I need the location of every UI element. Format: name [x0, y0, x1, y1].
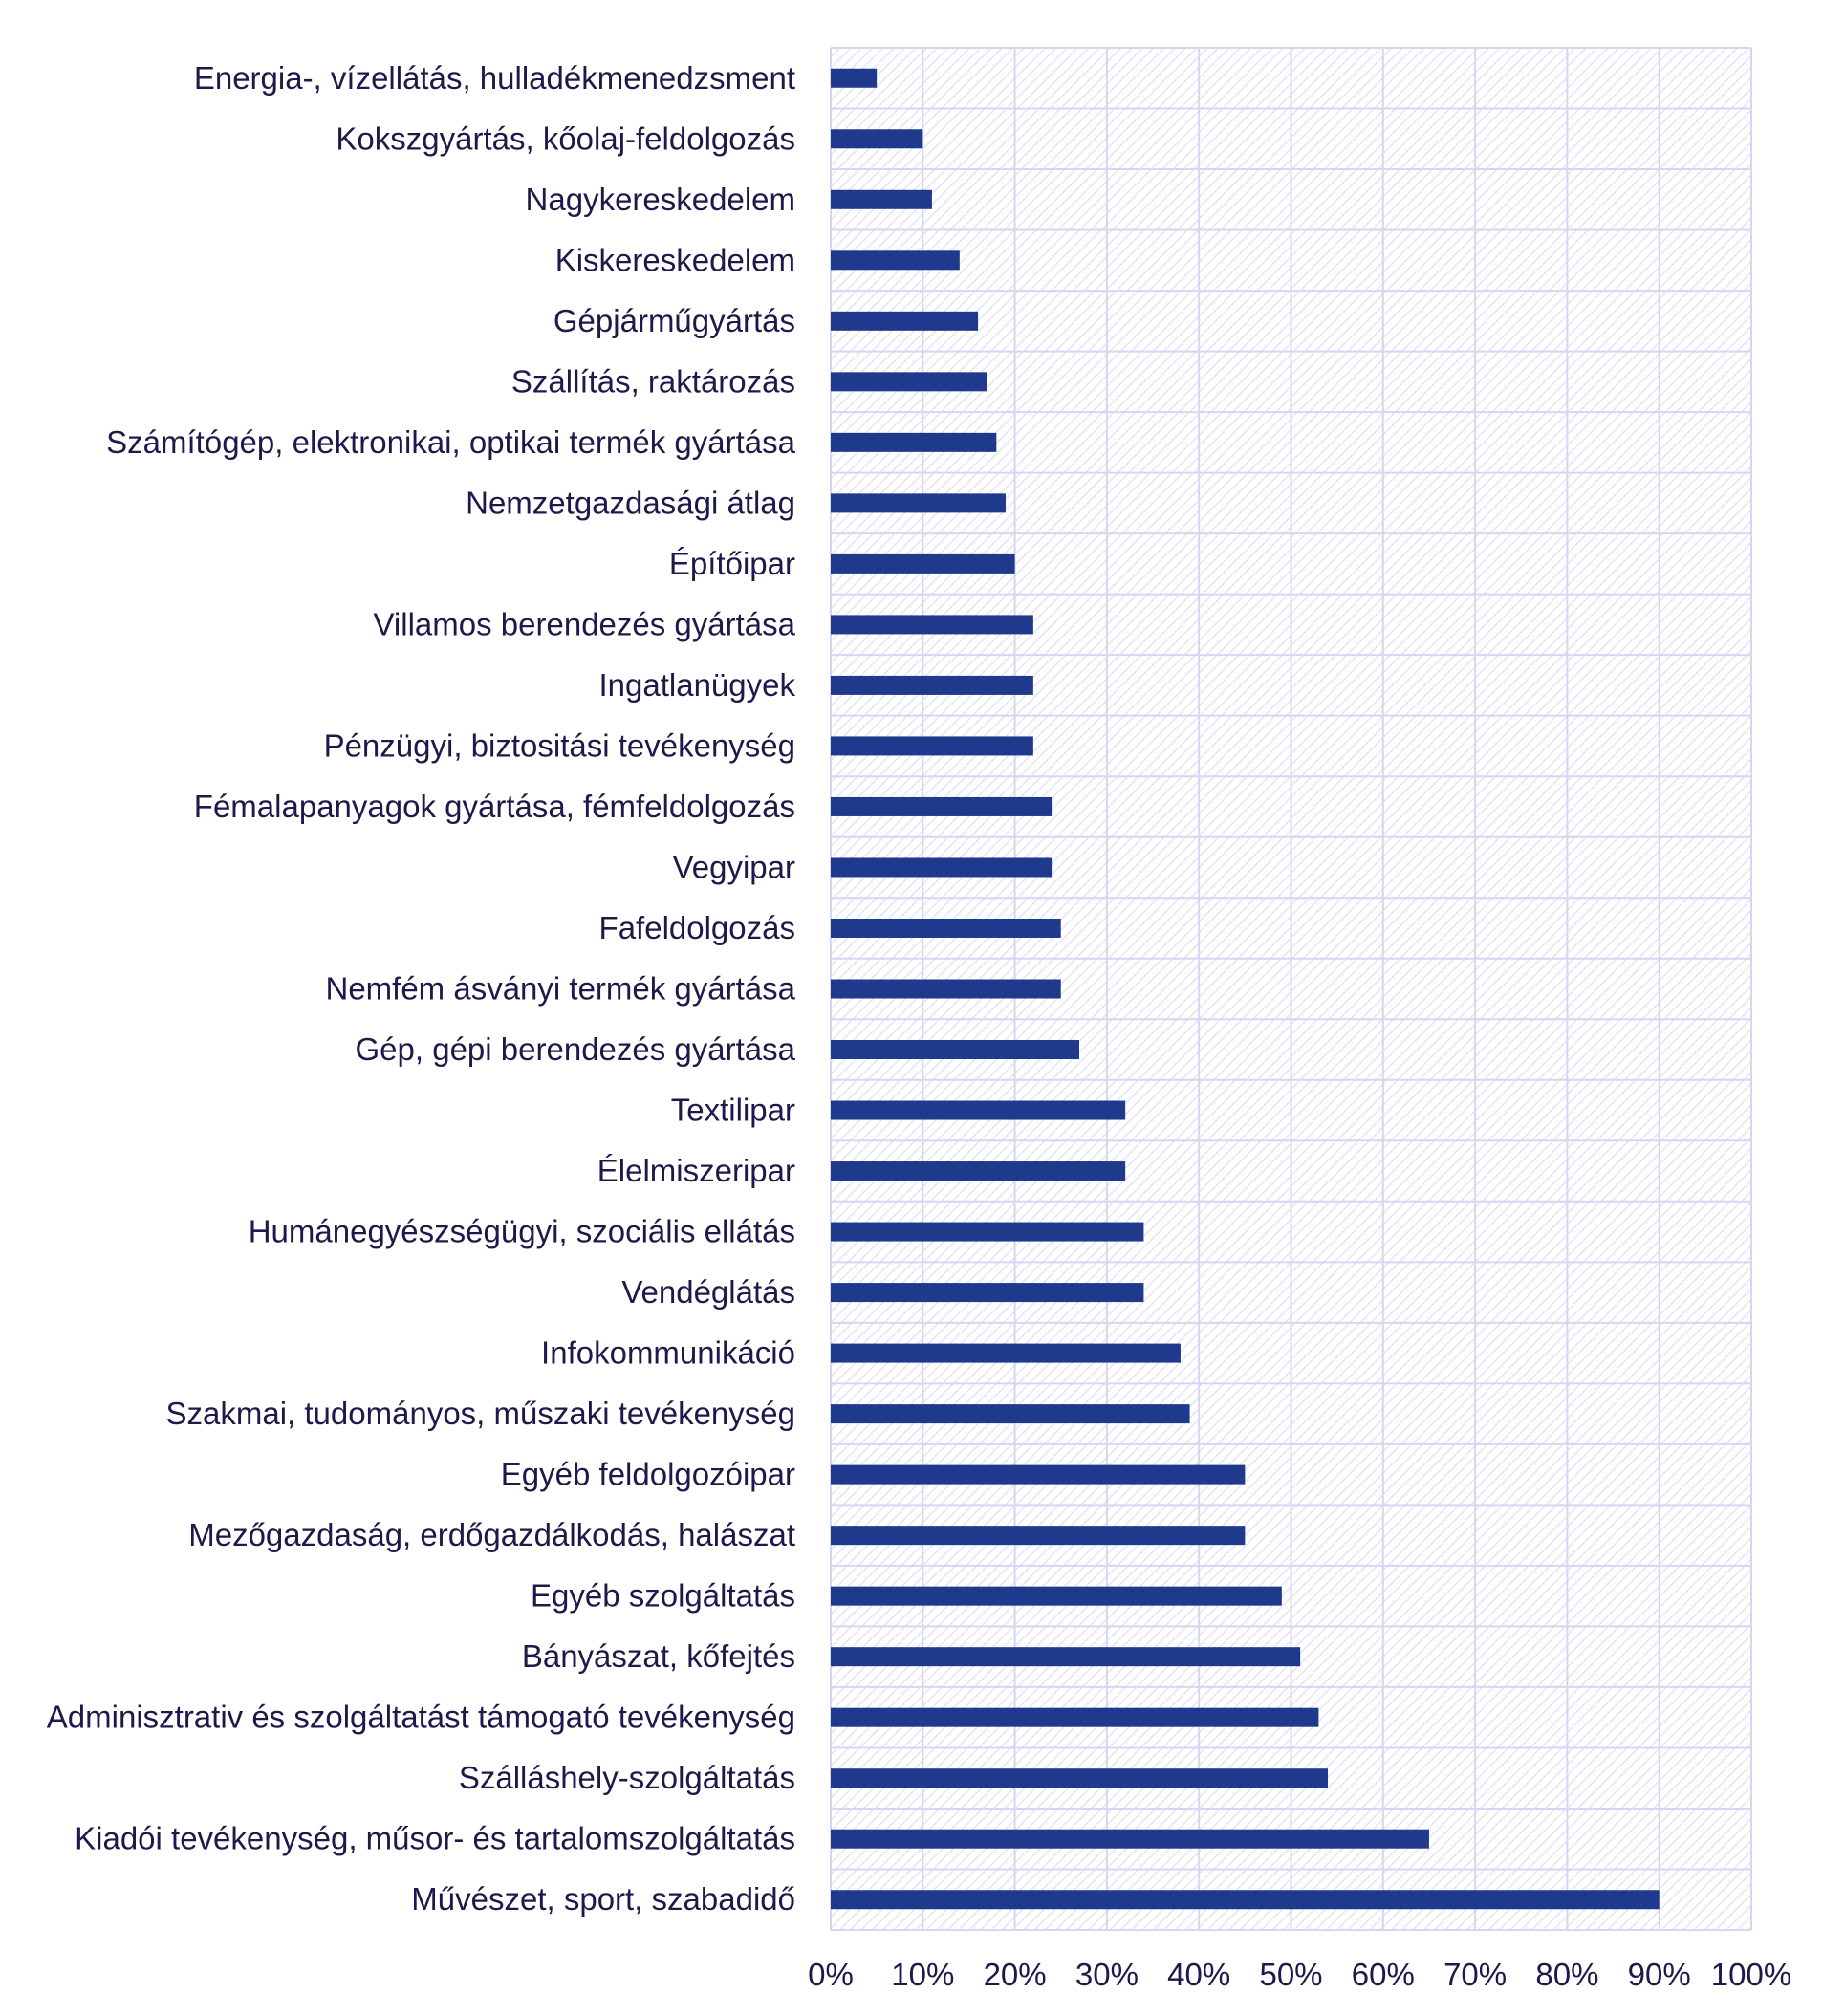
category-label: Nemfém ásványi termék gyártása	[325, 971, 795, 1007]
category-label: Építőipar	[669, 546, 795, 581]
bar	[831, 372, 987, 392]
bar	[831, 615, 1033, 635]
bar	[831, 1586, 1282, 1606]
bar	[831, 1161, 1126, 1181]
bar	[831, 1040, 1080, 1060]
bar	[831, 189, 932, 209]
category-label: Művészet, sport, szabadidő	[411, 1881, 795, 1917]
x-tick-label: 0%	[808, 1957, 854, 1992]
category-label: Kiadói tevékenység, műsor- és tartalomsz…	[75, 1821, 795, 1856]
category-labels: Energia-, vízellátás, hulladékmenedzsmen…	[47, 60, 796, 1917]
category-label: Egyéb feldolgozóipar	[501, 1457, 795, 1492]
x-tick-label: 30%	[1075, 1957, 1139, 1992]
category-label: Szakmai, tudományos, műszaki tevékenység	[166, 1396, 795, 1431]
bar	[831, 1100, 1126, 1120]
category-label: Nemzetgazdasági átlag	[466, 485, 795, 520]
bar	[831, 1464, 1246, 1485]
bar	[831, 796, 1053, 816]
bar	[831, 1829, 1429, 1849]
category-label: Kiskereskedelem	[555, 242, 795, 277]
bar	[831, 918, 1061, 938]
bar	[831, 311, 979, 331]
bar	[831, 736, 1033, 756]
bar	[831, 1768, 1329, 1788]
category-label: Kokszgyártás, kőolaj-feldolgozás	[336, 120, 795, 156]
bar	[831, 250, 960, 271]
bar	[831, 979, 1061, 999]
bar	[831, 432, 997, 452]
bar	[831, 857, 1053, 878]
bar	[831, 1283, 1144, 1303]
category-label: Fafeldolgozás	[599, 910, 795, 945]
category-label: Villamos berendezés gyártása	[374, 606, 796, 641]
bar	[831, 1647, 1301, 1667]
bar	[831, 553, 1015, 574]
x-tick-label: 50%	[1259, 1957, 1322, 1992]
category-label: Humánegyészségügyi, szociális ellátás	[249, 1214, 795, 1249]
category-label: Vegyipar	[673, 849, 795, 884]
category-label: Számítógép, elektronikai, optikai termék…	[106, 424, 795, 460]
x-tick-label: 20%	[984, 1957, 1047, 1992]
bar	[831, 675, 1033, 695]
x-tick-label: 90%	[1628, 1957, 1691, 1992]
bar	[831, 493, 1006, 513]
x-tick-label: 10%	[891, 1957, 954, 1992]
category-label: Gépjárműgyártás	[553, 303, 795, 338]
category-label: Pénzügyi, biztositási tevékenység	[324, 727, 795, 763]
category-label: Szállítás, raktározás	[511, 363, 795, 399]
category-label: Infokommunikáció	[541, 1335, 795, 1371]
category-label: Energia-, vízellátás, hulladékmenedzsmen…	[194, 60, 795, 96]
x-tick-label: 40%	[1167, 1957, 1230, 1992]
category-label: Egyéb szolgáltatás	[531, 1578, 795, 1614]
bar	[831, 1222, 1144, 1242]
bar	[831, 1343, 1181, 1363]
bar	[831, 1526, 1246, 1546]
x-tick-label: 70%	[1443, 1957, 1507, 1992]
bar	[831, 129, 923, 149]
category-label: Bányászat, kőfejtés	[522, 1638, 795, 1674]
bar	[831, 1890, 1660, 1910]
bar	[831, 68, 878, 88]
category-label: Adminisztrativ és szolgáltatást támogató…	[47, 1700, 795, 1735]
bars	[831, 68, 1660, 1910]
bar	[831, 1404, 1190, 1424]
category-label: Textilipar	[671, 1093, 795, 1128]
x-tick-label: 60%	[1352, 1957, 1415, 1992]
category-label: Élelmiszeripar	[597, 1153, 795, 1188]
x-axis-tick-labels: 0% 10% 20% 30% 40% 50% 60% 70% 80% 90% 100%	[808, 1957, 1791, 1992]
category-label: Mezőgazdaság, erdőgazdálkodás, halászat	[188, 1517, 795, 1552]
category-label: Fémalapanyagok gyártása, fémfeldolgozás	[194, 789, 795, 824]
category-label: Nagykereskedelem	[526, 182, 795, 217]
x-tick-label: 80%	[1535, 1957, 1598, 1992]
gridlines	[830, 47, 1752, 1931]
category-label: Szálláshely-szolgáltatás	[459, 1760, 795, 1795]
category-label: Gép, gépi berendezés gyártása	[356, 1031, 796, 1067]
category-label: Vendéglátás	[621, 1274, 795, 1310]
x-tick-label: 100%	[1711, 1957, 1791, 1992]
category-label: Ingatlanügyek	[599, 667, 796, 703]
bar	[831, 1707, 1319, 1727]
